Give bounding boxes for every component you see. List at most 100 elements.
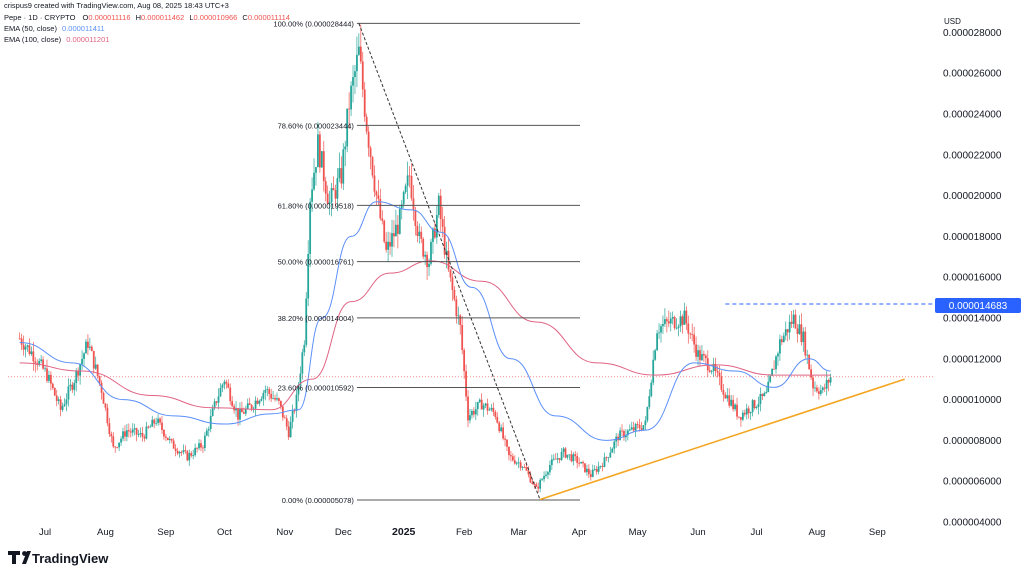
- candle-body: [248, 403, 251, 406]
- candle-body: [186, 451, 189, 461]
- candle-body: [611, 448, 614, 453]
- candle-body: [779, 339, 781, 354]
- candle-body: [537, 486, 540, 489]
- candle-body: [763, 393, 766, 397]
- candle-body: [506, 439, 508, 447]
- candle-body: [535, 484, 538, 487]
- time-axis: Jul Aug Sep Oct Nov Dec 2025 Feb Mar Apr May Jun Jul…: [39, 526, 886, 538]
- tradingview-logo-icon: [8, 551, 31, 564]
- candle-body: [274, 398, 276, 400]
- candle-body: [289, 421, 292, 438]
- candle-body: [675, 327, 678, 329]
- candle-body: [527, 470, 530, 475]
- candle-body: [504, 438, 506, 440]
- resistance-price-tag: 0.000014683: [949, 301, 1008, 312]
- ema100-line: [19, 260, 831, 411]
- candle-body: [416, 225, 419, 236]
- candle-body: [159, 418, 161, 423]
- candle-body: [32, 351, 35, 362]
- candle-body: [34, 361, 37, 364]
- candle-body: [412, 198, 415, 211]
- y-tick-label: 0.000014000: [943, 313, 1002, 324]
- candle-body: [81, 358, 83, 365]
- candle-body: [100, 382, 103, 393]
- candle-body: [383, 220, 386, 242]
- candle-body: [808, 354, 811, 370]
- candle-body: [775, 356, 777, 370]
- candle-body: [513, 460, 516, 464]
- ema50-legend[interactable]: EMA (50, close) 0.000011411: [4, 24, 105, 33]
- price-axis: 0.000004000 0.000006000 0.000008000 0.00001…: [943, 28, 1002, 529]
- x-tick-label: Aug: [808, 527, 825, 538]
- candle-body: [301, 352, 304, 374]
- candle-body: [823, 387, 826, 389]
- candle-body: [73, 383, 76, 390]
- candle-body: [422, 238, 425, 257]
- candle-body: [330, 188, 333, 203]
- candle-body: [802, 331, 805, 343]
- candle-body: [258, 400, 261, 404]
- ema100-legend[interactable]: EMA (100, close) 0.000011201: [4, 35, 109, 44]
- ohlc-close-value: 0.000011114: [248, 13, 290, 22]
- candle-body: [728, 395, 731, 406]
- candle-body: [759, 393, 762, 405]
- candle-body: [26, 345, 29, 347]
- tradingview-logo-dot: [22, 551, 27, 556]
- candle-body: [241, 408, 243, 413]
- candle-body: [488, 409, 491, 411]
- candle-body: [810, 369, 812, 378]
- candle-body: [225, 381, 228, 384]
- candle-body: [276, 398, 278, 400]
- candle-body: [87, 341, 89, 348]
- candle-body: [328, 202, 331, 204]
- candle-body: [636, 424, 639, 425]
- candle-body: [517, 462, 520, 464]
- fibonacci-retracement: 100.00% (0.000028444) 78.60% (0.000023444…: [273, 19, 580, 505]
- candle-body: [482, 405, 485, 410]
- candle-body: [603, 457, 606, 467]
- candle-body: [736, 404, 738, 417]
- ema-group: [19, 201, 831, 441]
- candle-body: [773, 368, 775, 370]
- candle-body: [449, 269, 452, 278]
- y-tick-label: 0.000012000: [943, 354, 1002, 365]
- candles-group: [18, 24, 832, 493]
- candle-body: [457, 315, 460, 317]
- candle-body: [365, 116, 368, 132]
- candle-body: [359, 46, 362, 62]
- x-tick-label: Sep: [157, 527, 174, 538]
- ohlc-open-label: O: [83, 13, 89, 22]
- candle-body: [361, 61, 364, 90]
- candle-body: [114, 446, 117, 448]
- candle-body: [143, 436, 146, 439]
- candle-body: [67, 386, 70, 400]
- candle-body: [749, 412, 752, 414]
- candle-body: [745, 408, 748, 415]
- candle-body: [699, 350, 701, 361]
- candle-body: [303, 344, 306, 353]
- candle-body: [90, 346, 93, 351]
- candle-body: [65, 399, 68, 405]
- candle-body: [190, 453, 193, 456]
- x-tick-label: Aug: [97, 527, 114, 538]
- candle-body: [664, 319, 666, 325]
- candle-body: [626, 430, 629, 436]
- candle-body: [510, 455, 512, 457]
- candle-body: [726, 395, 729, 399]
- candle-body: [131, 429, 134, 433]
- x-tick-label: Jun: [690, 527, 705, 538]
- candle-body: [595, 469, 598, 472]
- candle-body: [500, 427, 503, 432]
- candle-body: [665, 319, 668, 322]
- candle-body: [543, 475, 545, 480]
- candle-body: [525, 467, 528, 471]
- candle-body: [126, 430, 128, 437]
- candle-body: [85, 341, 87, 354]
- candle-body: [174, 448, 177, 451]
- candle-body: [297, 385, 300, 395]
- candle-body: [369, 147, 372, 158]
- candle-body: [418, 231, 421, 236]
- candle-body: [38, 360, 41, 366]
- candle-body: [796, 328, 799, 334]
